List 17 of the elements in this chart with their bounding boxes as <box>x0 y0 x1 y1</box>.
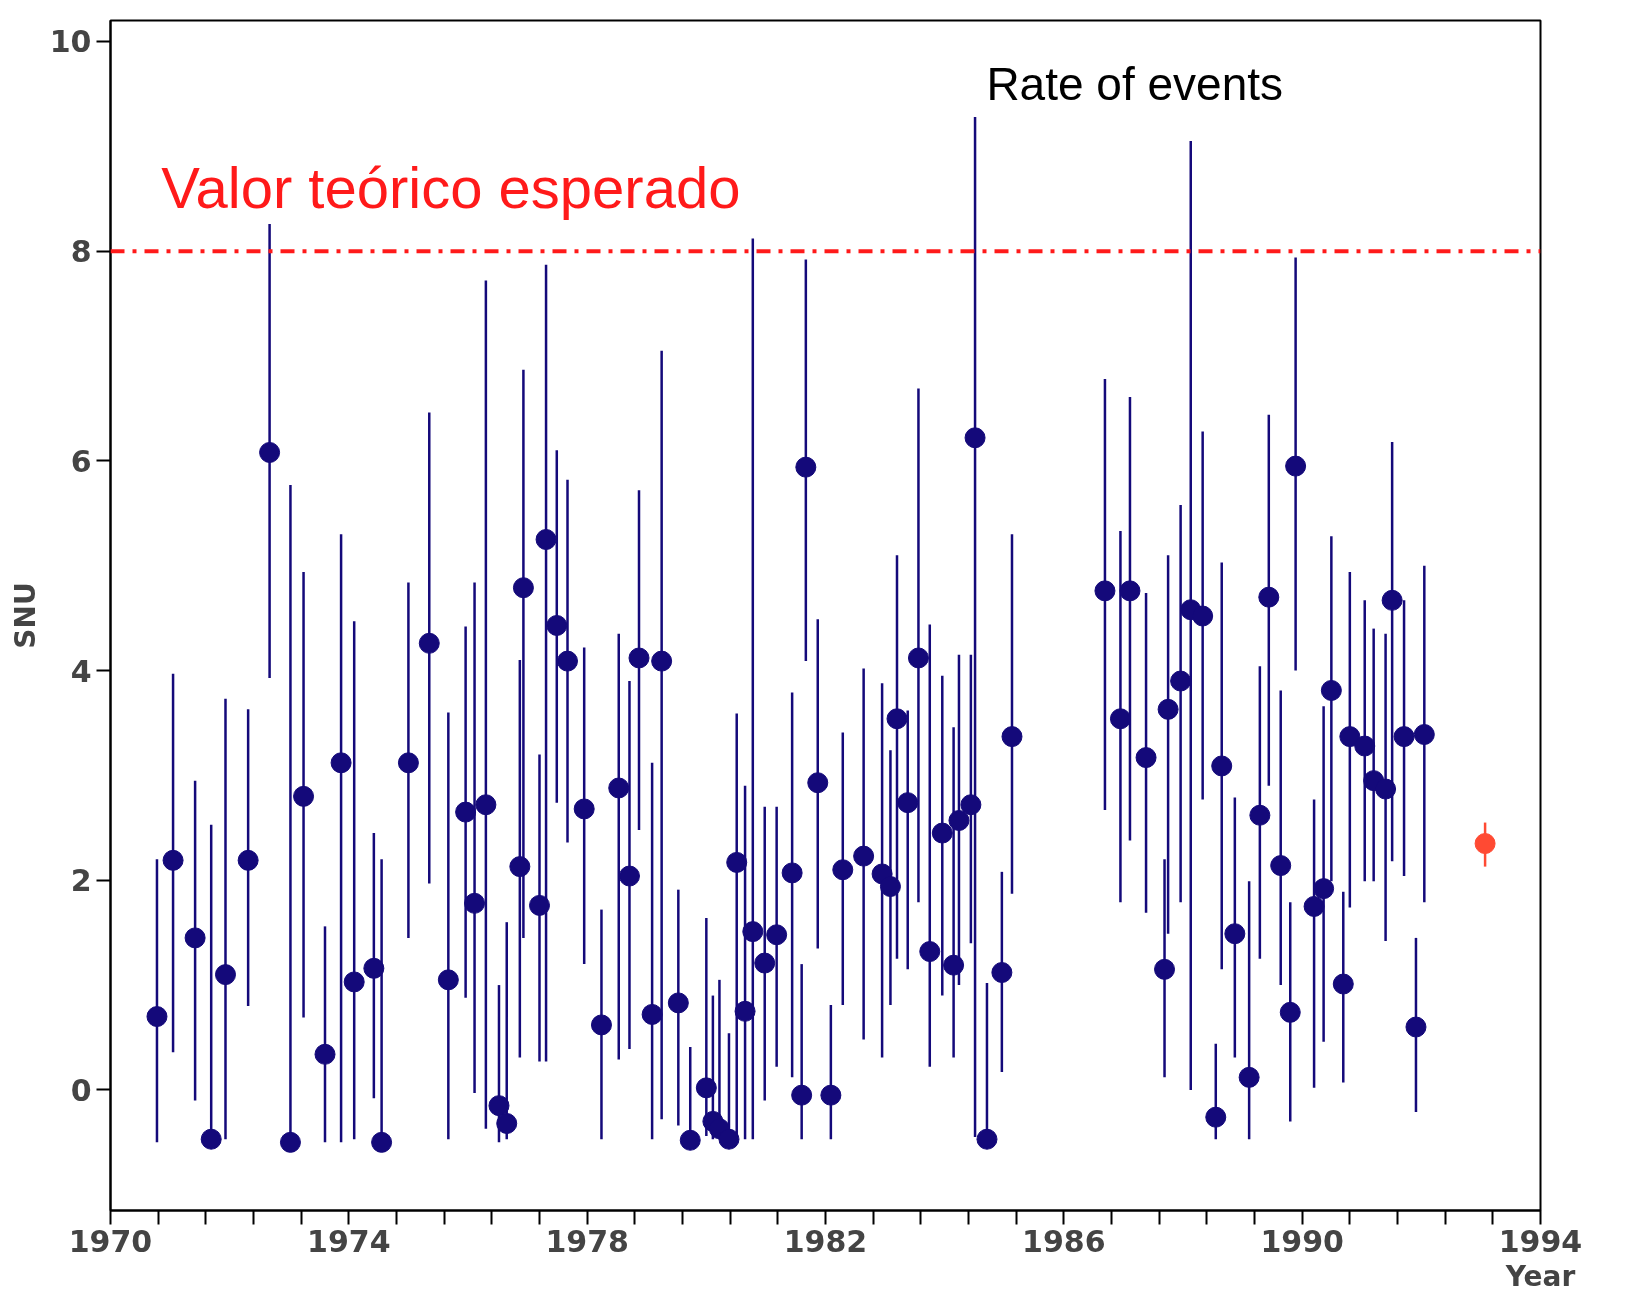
x-tick-label: 1982 <box>783 1223 868 1259</box>
annotation: Rate of events <box>986 57 1283 110</box>
y-tick-label: 0 <box>70 1072 92 1108</box>
x-tick-label: 1970 <box>68 1223 153 1259</box>
x-tick-label: 1974 <box>307 1223 391 1259</box>
y-tick-label: 6 <box>70 443 92 479</box>
x-tick-label: 1986 <box>1022 1223 1106 1259</box>
x-tick-label: 1978 <box>545 1223 629 1259</box>
ref-line-label: Valor teórico esperado <box>161 154 741 220</box>
y-tick-label: 2 <box>70 863 92 899</box>
y-tick-label: 8 <box>70 234 92 270</box>
x-tick-label: 1990 <box>1260 1223 1344 1259</box>
y-axis-title: SNU <box>8 582 42 649</box>
x-axis-title: Year <box>1504 1259 1576 1293</box>
y-tick-label: 10 <box>49 24 92 60</box>
x-tick-label: 1994 <box>1498 1223 1583 1259</box>
y-tick-label: 4 <box>70 653 92 689</box>
